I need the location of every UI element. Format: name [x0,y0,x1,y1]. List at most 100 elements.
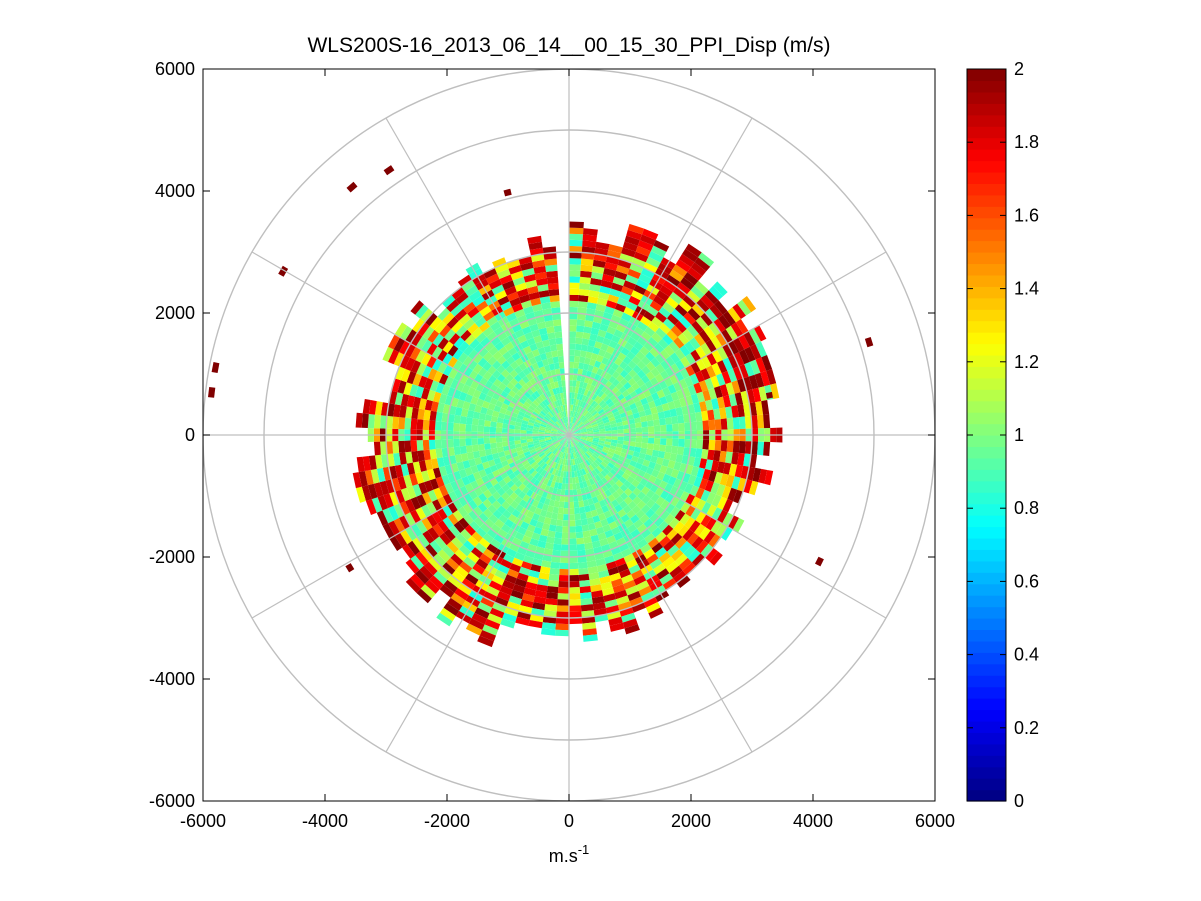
scan-cell [410,300,424,315]
scan-cell [660,489,670,500]
scan-cell [733,489,743,504]
scan-cell [602,458,610,465]
scan-cell [541,622,556,630]
scan-cell [558,438,565,443]
scan-cell [417,450,425,462]
scan-cell [539,402,546,409]
scan-cell [471,444,479,452]
scan-cell [559,568,569,576]
scan-cell [455,533,468,545]
scan-cell [532,453,539,459]
scan-cell [442,545,455,558]
scan-cell [704,290,719,305]
scan-cell [535,397,542,405]
scan-cell [616,595,630,605]
scan-cell [523,515,532,525]
scan-cell [687,549,701,563]
scan-cell [578,295,589,303]
scan-cell [580,270,592,278]
scan-cell [579,276,592,284]
scan-cell [482,326,494,337]
scan-cell [546,270,558,278]
scan-cell [727,307,741,323]
scan-cell [669,453,678,462]
scan-cell [546,492,553,500]
scan-cell [383,493,394,509]
scan-cell [534,590,547,599]
scan-cell [573,438,579,444]
scan-cell [491,284,505,295]
scan-cell [647,443,654,450]
scan-cell [412,461,421,474]
scan-cell [487,495,497,505]
scan-cell [587,430,594,434]
scan-cell [576,444,581,450]
scan-cell [415,349,427,363]
scan-cell [540,333,549,342]
scan-cell [584,357,591,365]
scan-cell [612,276,626,286]
colorbar-band [967,252,1006,265]
scan-cell [641,437,649,444]
scan-cell [643,548,656,560]
scan-cell [619,412,627,418]
scan-cell [429,540,443,554]
scan-cell [472,450,481,459]
scan-cell [679,367,690,379]
scan-cell [522,448,530,454]
scan-cell [643,262,658,274]
scan-cell [464,483,474,493]
scan-cell [589,371,597,380]
scan-cell [578,362,585,370]
scan-cell [543,456,550,463]
scan-cell [552,319,562,327]
scan-cell [544,435,551,438]
scan-cell [466,409,475,419]
scan-cell [653,443,660,451]
scan-cell [628,564,641,575]
scan-cell [516,450,524,456]
scan-cell [530,564,542,573]
scan-cell [572,411,576,418]
scan-cell [580,592,592,600]
scan-cell [574,430,581,434]
scan-cell [577,421,583,427]
scan-cell [534,354,542,363]
scan-cell [579,282,591,290]
scan-cell [380,441,387,455]
scan-cell [512,276,526,286]
scan-cell [640,415,648,423]
scan-cell [575,405,580,413]
scan-cell [556,399,561,407]
scan-cell [599,411,606,417]
scan-cell [415,304,429,319]
scan-cell [622,420,630,426]
scan-cell [621,612,636,623]
scan-cell [633,251,649,263]
scan-cell [556,488,562,496]
scan-cell [545,264,558,272]
scan-cell [492,410,500,418]
scan-cell [580,350,587,358]
scan-cell [611,362,620,371]
y-tick-label: -2000 [149,547,195,567]
scan-cell [702,439,710,450]
scan-cell [577,307,587,315]
scan-cell [691,320,704,334]
scan-cell [598,426,605,430]
colorbar-band [967,549,1006,562]
scan-cell [702,420,710,431]
scan-cell [674,320,687,333]
scan-cell [635,350,646,361]
scan-cell [721,371,732,385]
colorbar-band [967,217,1006,230]
scan-cell [547,411,554,418]
scan-cell [552,375,558,383]
scan-cell [610,442,618,447]
scan-cell [541,463,548,470]
scan-cell [728,393,738,407]
scan-cell [596,465,603,473]
scan-cell [502,441,509,447]
scan-cell [576,393,581,400]
scan-cell [455,291,469,305]
